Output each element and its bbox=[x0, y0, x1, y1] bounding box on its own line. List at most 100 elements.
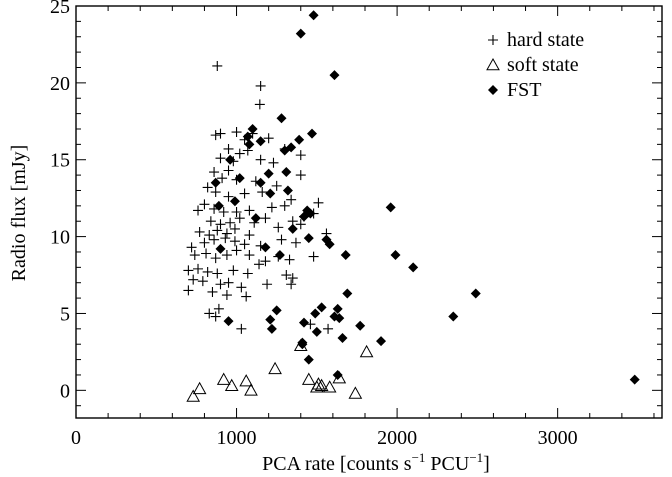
data-point-plus bbox=[183, 285, 194, 296]
data-point-diamond bbox=[210, 177, 221, 188]
data-point-plus bbox=[255, 154, 266, 165]
data-point-plus bbox=[223, 143, 234, 154]
data-point-diamond bbox=[329, 70, 340, 81]
data-point-plus bbox=[229, 223, 240, 234]
data-point-plus bbox=[244, 205, 255, 216]
data-point-plus bbox=[210, 130, 221, 141]
y-axis-title: Radio flux [mJy] bbox=[8, 145, 30, 282]
legend-label: soft state bbox=[507, 54, 579, 76]
data-point-diamond bbox=[355, 320, 366, 331]
data-point-diamond bbox=[255, 177, 266, 188]
data-point-plus bbox=[210, 187, 221, 198]
data-point-diamond bbox=[307, 128, 318, 139]
data-point-diamond bbox=[263, 168, 274, 179]
data-point-plus bbox=[220, 233, 231, 244]
data-point-diamond bbox=[629, 374, 640, 385]
data-point-plus bbox=[210, 253, 221, 264]
data-point-diamond bbox=[229, 196, 240, 207]
x-tick-label: 2000 bbox=[377, 427, 417, 449]
data-point-diamond bbox=[390, 250, 401, 261]
data-point-diamond bbox=[470, 288, 481, 299]
data-point-plus bbox=[194, 226, 205, 237]
data-point-triangle bbox=[192, 381, 207, 395]
data-point-diamond bbox=[376, 336, 387, 347]
data-point-plus bbox=[290, 237, 301, 248]
data-point-triangle bbox=[224, 378, 239, 392]
data-point-plus bbox=[199, 199, 210, 210]
data-point-plus bbox=[212, 225, 223, 236]
data-point-plus bbox=[221, 250, 232, 261]
data-point-diamond bbox=[334, 313, 345, 324]
data-point-plus bbox=[228, 265, 239, 276]
data-point-diamond bbox=[342, 288, 353, 299]
x-tick-label: 3000 bbox=[538, 427, 578, 449]
series-hard-state bbox=[183, 60, 334, 334]
plot-border bbox=[75, 5, 663, 419]
data-point-diamond bbox=[303, 354, 314, 365]
data-point-plus bbox=[231, 245, 242, 256]
data-point-diamond bbox=[223, 316, 234, 327]
data-point-diamond bbox=[213, 200, 224, 211]
series-soft-state bbox=[186, 338, 374, 402]
data-point-plus bbox=[262, 279, 273, 290]
data-point-diamond bbox=[337, 333, 348, 344]
data-point-plus bbox=[201, 248, 212, 259]
legend: hard state soft state FST bbox=[486, 29, 584, 101]
axis-tick-labels: 0 1000 2000 3000 0 5 10 15 20 25 bbox=[50, 0, 578, 449]
data-point-plus bbox=[193, 205, 204, 216]
data-point-plus bbox=[215, 279, 226, 290]
data-point-diamond bbox=[250, 213, 261, 224]
data-point-triangle bbox=[216, 372, 231, 385]
data-point-plus bbox=[295, 150, 306, 161]
data-point-plus bbox=[217, 173, 228, 184]
data-point-plus bbox=[276, 234, 287, 245]
data-point-plus bbox=[189, 250, 200, 261]
data-point-diamond bbox=[316, 302, 327, 313]
data-point-plus bbox=[204, 308, 215, 319]
data-point-plus bbox=[295, 219, 306, 230]
data-point-plus bbox=[234, 148, 245, 159]
legend-label: hard state bbox=[507, 29, 584, 51]
data-point-diamond bbox=[324, 239, 335, 250]
data-point-diamond bbox=[448, 311, 459, 322]
data-point-diamond bbox=[303, 233, 314, 244]
data-point-plus bbox=[210, 311, 221, 322]
data-point-plus bbox=[212, 268, 223, 279]
data-point-diamond bbox=[385, 202, 396, 213]
data-point-plus bbox=[209, 234, 220, 245]
data-point-plus bbox=[223, 277, 234, 288]
data-point-plus bbox=[213, 303, 224, 314]
data-point-plus bbox=[313, 197, 324, 208]
data-point-diamond bbox=[297, 339, 308, 350]
data-point-plus bbox=[229, 236, 240, 247]
data-point-plus bbox=[183, 265, 194, 276]
data-point-plus bbox=[239, 239, 250, 250]
data-point-diamond bbox=[234, 173, 245, 184]
data-point-plus bbox=[205, 216, 216, 227]
data-point-plus bbox=[308, 251, 319, 262]
data-point-plus bbox=[215, 128, 226, 139]
data-point-plus bbox=[221, 228, 232, 239]
data-point-plus bbox=[221, 290, 232, 301]
y-tick-label: 0 bbox=[60, 380, 70, 402]
data-point-plus bbox=[215, 219, 226, 230]
data-point-plus bbox=[234, 213, 245, 224]
x-tick-label: 0 bbox=[71, 427, 81, 449]
data-point-plus bbox=[273, 222, 284, 233]
data-point-plus bbox=[271, 180, 282, 191]
y-tick-label: 15 bbox=[50, 150, 70, 172]
data-point-plus bbox=[244, 250, 255, 261]
data-point-plus bbox=[197, 276, 208, 287]
data-point-diamond bbox=[271, 305, 282, 316]
data-point-plus bbox=[254, 259, 265, 270]
data-point-diamond bbox=[265, 188, 276, 199]
data-point-diamond bbox=[311, 326, 322, 337]
data-point-diamond bbox=[225, 154, 236, 165]
data-point-plus bbox=[244, 230, 255, 241]
data-point-triangle bbox=[239, 374, 254, 387]
data-point-plus bbox=[286, 194, 297, 205]
data-point-plus bbox=[242, 268, 253, 279]
data-point-triangle bbox=[301, 372, 316, 385]
data-point-diamond bbox=[286, 142, 297, 153]
